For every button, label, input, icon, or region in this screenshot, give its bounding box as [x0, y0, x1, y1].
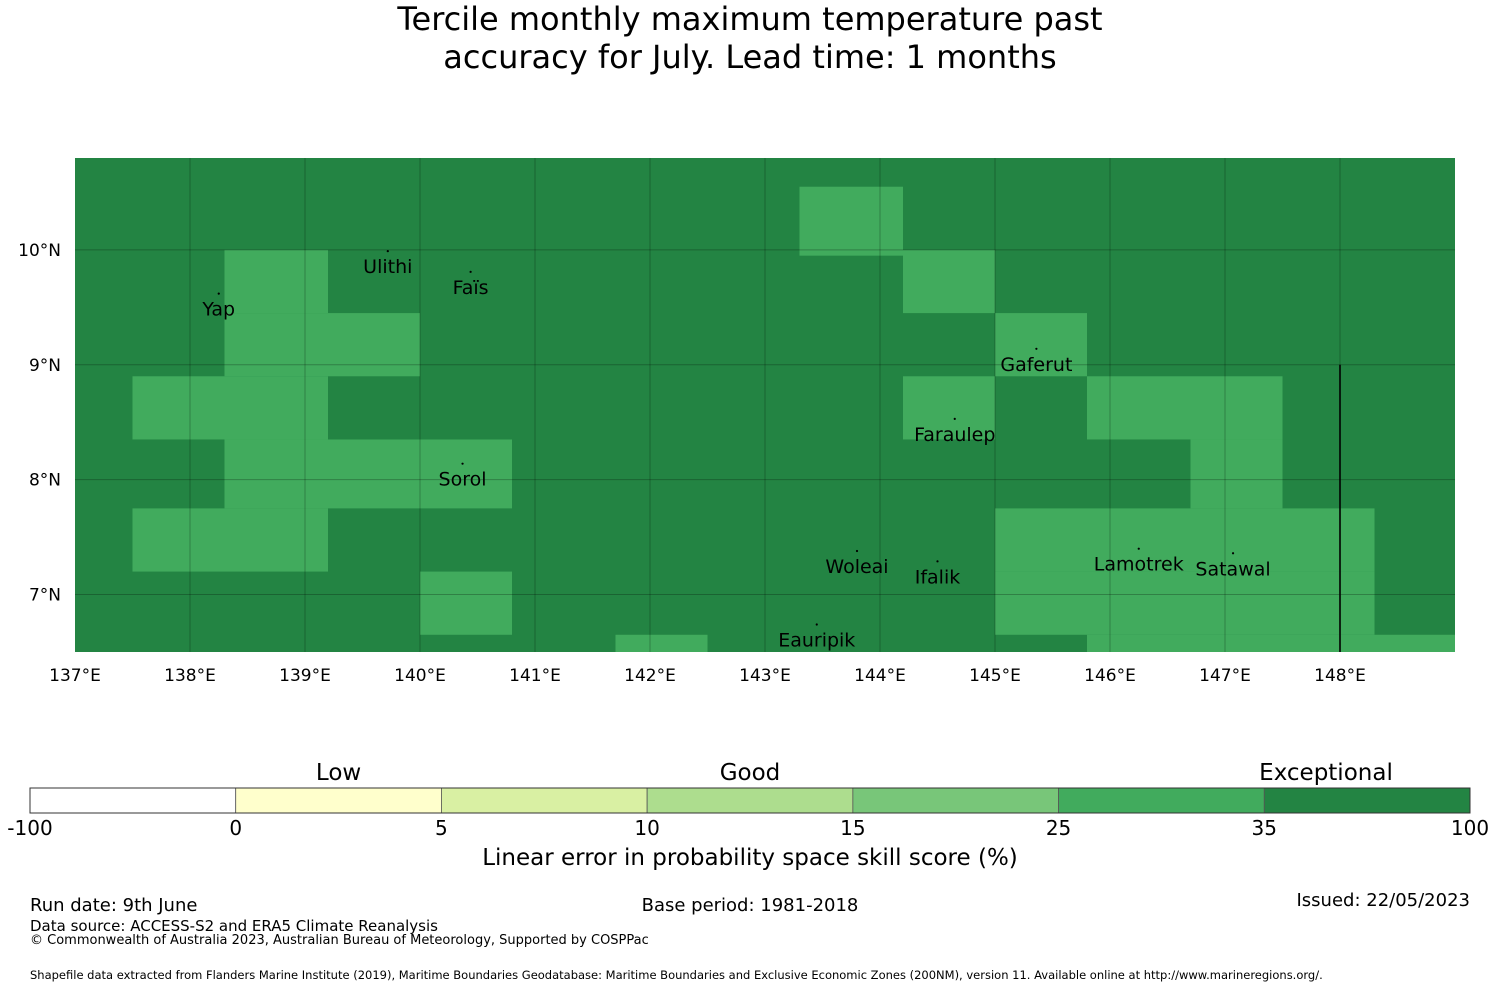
island-marker	[469, 270, 472, 273]
skill-cell	[799, 186, 903, 256]
place-label: Sorol	[439, 469, 487, 491]
colorbar-category-label: Low	[315, 760, 362, 786]
place-label: Yap	[201, 299, 235, 321]
skill-cell	[903, 376, 995, 440]
place-label: Woleai	[825, 556, 888, 578]
island-marker	[815, 623, 818, 626]
lat-tick-label: 8°N	[29, 471, 61, 491]
lat-tick-label: 7°N	[29, 586, 61, 606]
colorbar	[29, 787, 1471, 814]
colorbar-swatch	[441, 787, 648, 814]
colorbar-title: Linear error in probability space skill …	[482, 845, 1018, 871]
island-marker	[936, 560, 939, 563]
island-marker	[855, 549, 859, 553]
place-label: Eauripik	[778, 630, 855, 652]
island-marker	[1137, 547, 1140, 550]
island-marker	[217, 292, 220, 295]
place-label: Satawal	[1195, 558, 1270, 580]
skill-cell	[224, 313, 420, 377]
issued-date: Issued: 22/05/2023	[1296, 890, 1470, 911]
place-label: Faïs	[453, 277, 489, 299]
colorbar-tick-label: 35	[1251, 816, 1278, 840]
map-panel: 137°E 138°E 139°E 140°E 141°E 142°E 143°E 144°E…	[18, 158, 1455, 686]
colorbar-tick-label: -100	[7, 816, 53, 840]
colorbar-tick-label: 0	[229, 816, 243, 840]
skill-cell	[995, 508, 1375, 572]
place-label: Gaferut	[1000, 354, 1072, 376]
place-label: Ifalik	[915, 566, 961, 588]
lon-tick-label: 139°E	[279, 666, 331, 686]
skill-cell	[1190, 439, 1283, 509]
colorbar-tick-label: 10	[634, 816, 660, 840]
island-marker	[461, 462, 464, 465]
lon-tick-label: 147°E	[1199, 666, 1251, 686]
island-marker	[1035, 347, 1038, 350]
colorbar-swatch	[29, 787, 237, 814]
map-title: Tercile monthly maximum temperature past…	[0, 0, 1500, 76]
title-line-1: Tercile monthly maximum temperature past	[397, 0, 1103, 38]
skill-cell	[615, 634, 708, 652]
lon-tick-label: 148°E	[1314, 666, 1366, 686]
lon-tick-label: 145°E	[969, 666, 1021, 686]
island-marker	[386, 250, 389, 253]
lon-tick-label: 141°E	[509, 666, 561, 686]
base-period: Base period: 1981-2018	[641, 895, 859, 916]
skill-cell	[995, 313, 1087, 377]
colorbar-frame	[29, 787, 1471, 814]
lon-tick-label: 138°E	[164, 666, 216, 686]
skill-cell	[1087, 376, 1283, 440]
lon-tick-label: 137°E	[49, 666, 101, 686]
colorbar-tick-label: 15	[840, 816, 866, 840]
colorbar-swatch	[235, 787, 442, 814]
data-source: Data source: ACCESS-S2 and ERA5 Climate …	[30, 917, 438, 935]
island-marker	[1231, 552, 1235, 555]
lon-tick-label: 143°E	[739, 666, 791, 686]
colorbar-swatch	[852, 787, 1059, 814]
lat-tick-label: 10°N	[18, 241, 61, 261]
skill-cell	[1087, 634, 1455, 652]
skill-cell	[420, 571, 512, 635]
place-label: Lamotrek	[1094, 554, 1184, 576]
lon-tick-label: 142°E	[624, 666, 676, 686]
island-marker	[953, 417, 956, 420]
lon-tick-label: 140°E	[394, 666, 446, 686]
place-label: Ulithi	[363, 256, 412, 278]
shapefile-credit: Shapefile data extracted from Flanders M…	[30, 968, 1323, 982]
run-date: Run date: 9th June	[30, 895, 198, 916]
colorbar-swatch	[1058, 787, 1265, 814]
colorbar-tick-label: 100	[1450, 816, 1490, 840]
colorbar-category-label: Exceptional	[1259, 760, 1393, 786]
skill-cell	[903, 249, 995, 314]
skill-cell	[224, 439, 512, 509]
skill-cell	[224, 249, 328, 314]
colorbar-category-label: Good	[719, 760, 781, 786]
lon-tick-label: 144°E	[854, 666, 906, 686]
copyright: © Commonwealth of Australia 2023, Austra…	[30, 933, 649, 948]
colorbar-tick-label: 25	[1045, 816, 1072, 840]
lon-tick-label: 146°E	[1084, 666, 1136, 686]
skill-cell	[132, 376, 328, 440]
colorbar-swatch	[646, 787, 854, 814]
title-line-2: accuracy for July. Lead time: 1 months	[443, 38, 1057, 76]
place-label: Faraulep	[914, 424, 995, 446]
skill-cell	[995, 571, 1375, 635]
skill-cell	[132, 508, 328, 572]
colorbar-tick-label: 5	[435, 816, 448, 840]
colorbar-swatch	[1263, 787, 1471, 814]
lat-tick-label: 9°N	[29, 356, 61, 376]
